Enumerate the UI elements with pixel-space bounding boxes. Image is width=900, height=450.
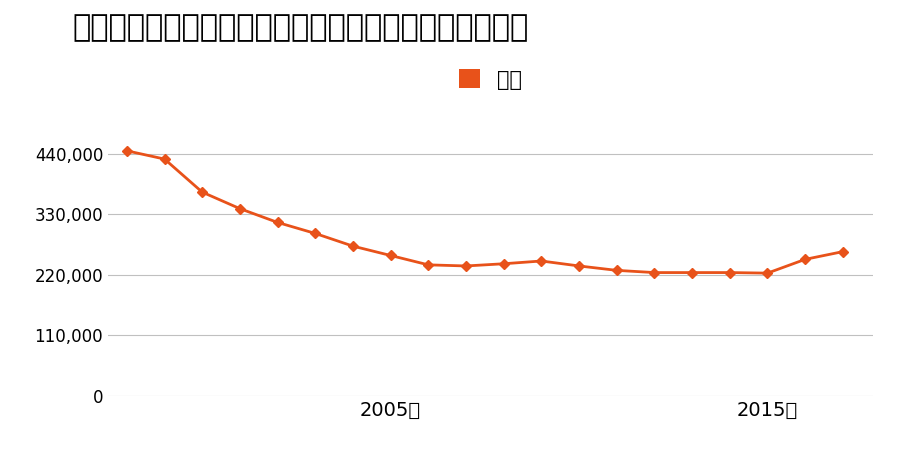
Text: 神奈川県横浜市南区六ツ川１丁目２８１番５の地価推移: 神奈川県横浜市南区六ツ川１丁目２８１番５の地価推移 (72, 14, 528, 42)
Legend: 価格: 価格 (451, 61, 530, 98)
